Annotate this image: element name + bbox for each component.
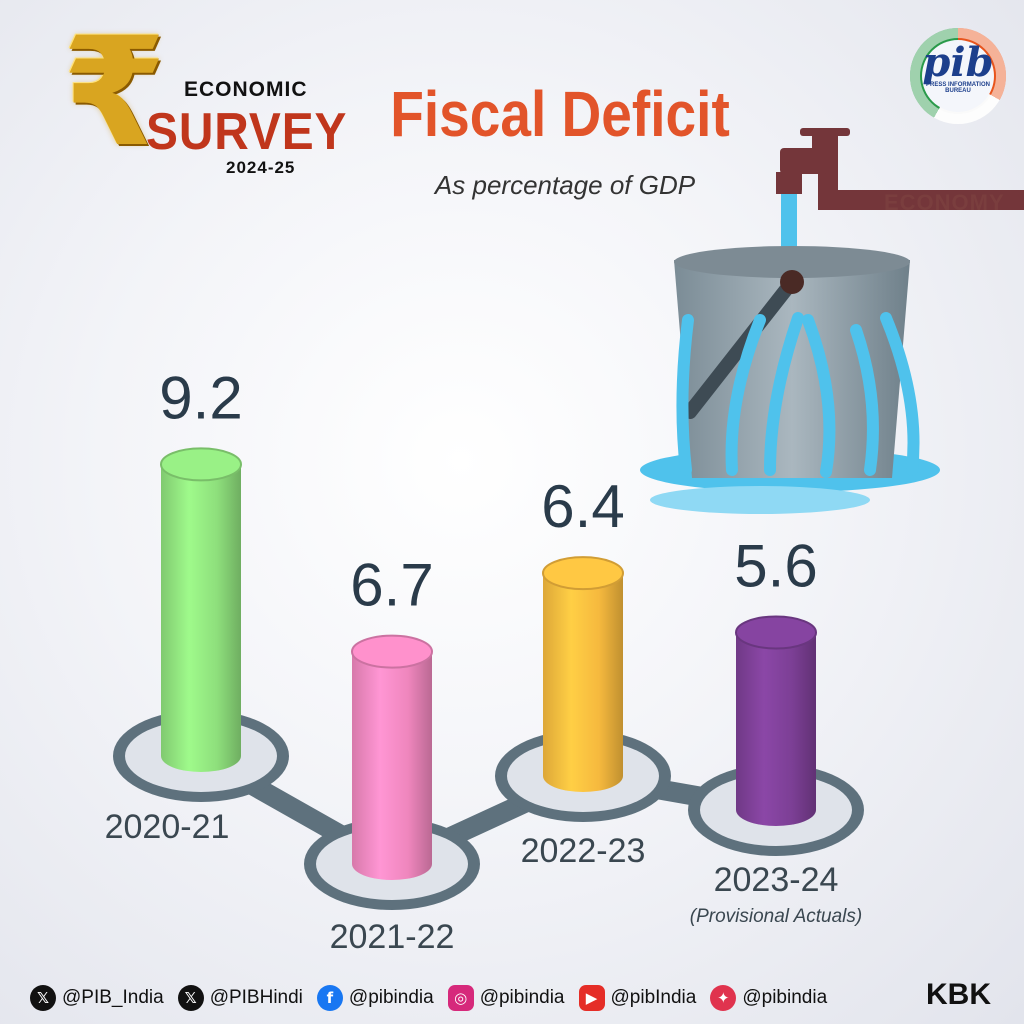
koo-icon: ✦ [710, 985, 737, 1011]
x-icon: 𝕏 [30, 985, 56, 1011]
category-label: 2021-22 [330, 918, 455, 956]
social-handle-3[interactable]: ◎ @pibindia [447, 985, 565, 1011]
social-handle-0[interactable]: 𝕏 @PIB_India [30, 985, 164, 1011]
value-label: 5.6 [734, 532, 817, 599]
social-handle-label: @pibindia [479, 987, 565, 1008]
value-label: 9.2 [159, 364, 242, 431]
bar-2021-22 [352, 651, 432, 880]
social-footer: 𝕏 @PIB_India 𝕏 @PIBHindi f @pibindia ◎ @… [30, 980, 827, 1016]
social-handle-1[interactable]: 𝕏 @PIBHindi [177, 985, 303, 1011]
chart-title: Fiscal Deficit [390, 78, 730, 150]
social-handle-label: @pibindia [348, 987, 434, 1008]
bar-top [160, 447, 242, 482]
category-label: 2023-24 [714, 861, 839, 899]
social-handle-label: @pibIndia [610, 987, 697, 1008]
pib-logo: pib PRESS INFORMATION BUREAU [910, 28, 1006, 124]
faucet-illustration [776, 128, 1024, 274]
logo-economic-text: ECONOMIC [184, 78, 308, 101]
facebook-icon: f [316, 985, 343, 1011]
economic-survey-logo: ₹ ECONOMIC SURVEY 2024-25 [62, 18, 346, 182]
instagram-icon: ◎ [447, 985, 474, 1011]
category-note: (Provisional Actuals) [690, 906, 862, 927]
pib-logo-text: pib [922, 39, 994, 86]
bar-top [351, 634, 433, 669]
rupee-icon: ₹ [62, 6, 167, 180]
social-handle-5[interactable]: ✦ @pibindia [710, 985, 827, 1011]
category-label: 2020-21 [105, 808, 230, 846]
bar-2023-24 [736, 632, 816, 826]
bar-2022-23 [543, 573, 623, 792]
social-handle-4[interactable]: ▶ @pibIndia [578, 985, 697, 1011]
credit-label: KBK [926, 978, 991, 1011]
economy-pipe-label: ECONOMY [884, 190, 1005, 215]
youtube-icon: ▶ [578, 985, 605, 1011]
logo-year-text: 2024-25 [226, 158, 296, 177]
pib-logo-subtext: PRESS INFORMATION BUREAU [926, 82, 990, 94]
bar-top [735, 615, 817, 650]
social-handle-label: @PIB_India [62, 987, 164, 1008]
leaking-bucket-icon [640, 246, 940, 514]
value-label: 6.4 [541, 473, 624, 540]
bar-2020-21 [161, 464, 241, 772]
value-label: 6.7 [350, 552, 433, 619]
logo-survey-text: SURVEY [146, 103, 348, 161]
bar-top [542, 556, 624, 591]
connector-line [196, 747, 778, 874]
chart-subtitle: As percentage of GDP [434, 170, 696, 200]
x-icon: 𝕏 [177, 985, 204, 1011]
category-label: 2022-23 [521, 832, 646, 870]
social-handle-label: @PIBHindi [209, 987, 303, 1008]
social-handle-2[interactable]: f @pibindia [316, 985, 434, 1011]
social-handle-label: @pibindia [742, 987, 828, 1008]
